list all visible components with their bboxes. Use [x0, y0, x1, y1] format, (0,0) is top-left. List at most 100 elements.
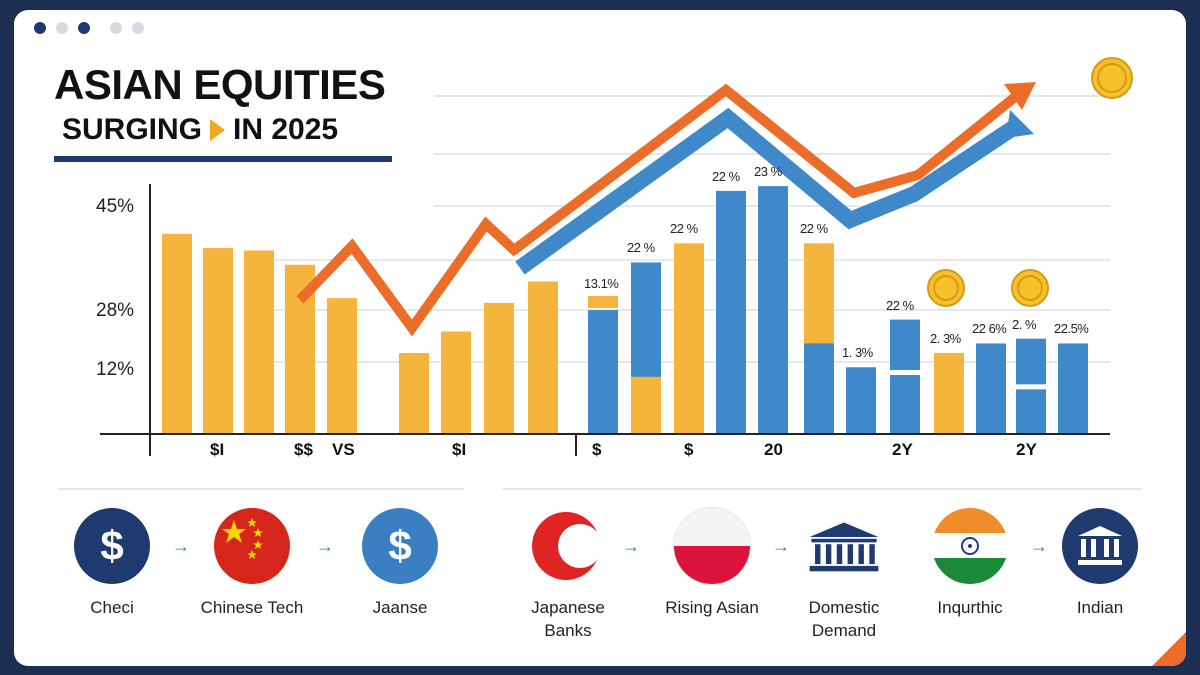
infographic-card: ASIAN EQUITIES SURGING IN 2025 45% 28% 1… [14, 10, 1186, 666]
flow-label: Rising Asian [665, 598, 759, 617]
china-stars-icon [222, 518, 263, 559]
trend-line-orange [296, 83, 1024, 337]
flow-label: Jaanse [372, 598, 428, 617]
x-tick-label: $I [452, 440, 467, 459]
bar-data-label: 2. % [1012, 316, 1037, 332]
bar-data-label: 22.5% [1054, 321, 1089, 337]
window-dot [78, 22, 90, 34]
bar-data-label: 2. 3% [930, 330, 961, 346]
section-divider [502, 488, 1142, 490]
x-tick-label: 2Y [892, 440, 913, 459]
bar [327, 298, 357, 434]
bar [528, 281, 558, 434]
coin-ring [1017, 275, 1043, 301]
trend-arrowhead-blue [1006, 110, 1034, 138]
window-dot [132, 22, 144, 34]
trend-arrowhead-orange [1004, 82, 1036, 110]
x-tick-label: $ [592, 440, 602, 459]
bar-gap [890, 370, 920, 376]
bank-icon [1078, 526, 1122, 565]
bar [484, 302, 514, 434]
x-tick-label: $$ [294, 440, 313, 459]
arrow-icon: → [622, 536, 640, 556]
bar-data-label: 22 % [670, 221, 698, 237]
bar-data-label: 22 % [627, 240, 655, 256]
bar-data-label: 23 % [754, 164, 782, 180]
bar-data-label: 22 % [800, 221, 828, 237]
bar-data-label: 22 % [712, 168, 740, 184]
arrow-icon: → [172, 536, 190, 556]
x-tick-label: $I [210, 440, 225, 459]
window-dot [56, 22, 68, 34]
bar [203, 248, 233, 434]
flow-item-japanese-banks: Japanese Banks [498, 508, 638, 642]
bar [399, 352, 429, 434]
bar-chart [100, 57, 1133, 456]
corner-accent [1152, 632, 1186, 666]
bar [588, 310, 618, 434]
bank-icon [809, 522, 879, 572]
title-line-2: SURGING IN 2025 [62, 112, 392, 148]
bar [441, 331, 471, 434]
x-tick-label: $ [684, 440, 694, 459]
y-tick-label: 45% [96, 196, 135, 217]
title-block: ASIAN EQUITIES SURGING IN 2025 [54, 62, 392, 162]
bank-circle-icon [1062, 508, 1138, 584]
flow-label: Inqurthic [937, 598, 1003, 617]
arrow-icon: → [316, 536, 334, 556]
bar-data-label: 13.1% [584, 276, 619, 292]
poland-flag-icon [674, 508, 750, 584]
bar-cap [588, 296, 618, 309]
flow-label: Chinese Tech [200, 598, 304, 617]
title-underline [54, 156, 392, 162]
bar [244, 250, 274, 434]
arrow-icon: → [772, 536, 790, 556]
flow-label: Indian [1076, 598, 1124, 617]
flow-item-domestic-demand: Domestic Demand [774, 508, 914, 642]
section-divider [58, 488, 464, 490]
bar [846, 367, 876, 434]
bar [890, 319, 920, 434]
flow-item-chinese-tech: Chinese Tech [182, 508, 322, 619]
bar-data-label: 22 6% [972, 321, 1007, 337]
bar [976, 343, 1006, 434]
arrow-icon: → [1030, 536, 1048, 556]
window-dot [110, 22, 122, 34]
flow-label-line: Banks [544, 621, 592, 640]
dollar-circle-icon: $ [74, 508, 150, 584]
y-tick-label: 12% [96, 359, 135, 380]
trend-line-blue [515, 107, 1021, 275]
crescent-shape-icon [532, 512, 602, 580]
x-tick-label: 20 [764, 440, 783, 459]
dollar-circle-icon: $ [362, 508, 438, 584]
coin-ring [1097, 63, 1127, 93]
flow-label-line: Domestic [808, 598, 880, 617]
bar-data-label: 22 % [886, 297, 914, 313]
flow-label-line: Demand [811, 621, 877, 640]
bar-gap [1016, 384, 1046, 390]
x-tick-label: 2Y [1016, 440, 1037, 459]
flow-item-indian: Indian [1030, 508, 1170, 619]
flow-label-line: Japanese [531, 598, 605, 617]
window-dot [34, 22, 46, 34]
bar-segment [631, 376, 661, 434]
ashoka-chakra-icon [961, 537, 979, 555]
bank-building-icon [806, 508, 882, 584]
flow-item-jaanse: $ Jaanse [330, 508, 470, 619]
title-year: IN 2025 [233, 113, 339, 146]
flow-label: Japanese Banks [498, 596, 638, 642]
flow-item-inqurthic: Inqurthic [900, 508, 1040, 619]
india-flag-icon [932, 508, 1008, 584]
title-line-1: ASIAN EQUITIES [54, 61, 386, 108]
play-icon [210, 119, 226, 141]
bar-segment [804, 343, 834, 434]
dollar-icon: $ [100, 522, 124, 569]
x-tick-label: VS [332, 440, 355, 459]
bar [674, 243, 704, 434]
crescent-icon [530, 508, 606, 584]
bar [716, 190, 746, 434]
flow-item-checi: $ Checi [42, 508, 182, 619]
bar [162, 233, 192, 434]
flow-label: Checi [90, 598, 134, 617]
flow-item-rising-asian: Rising Asian [642, 508, 782, 619]
